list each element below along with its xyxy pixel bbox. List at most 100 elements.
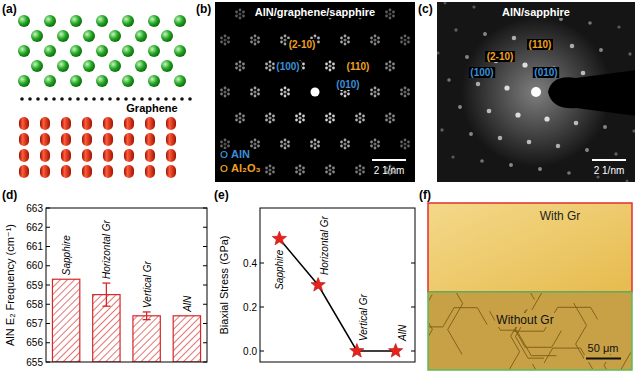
spot xyxy=(567,171,571,175)
graphene-label: Graphene xyxy=(126,102,177,114)
spot xyxy=(254,95,257,98)
spot xyxy=(257,145,260,148)
spot-label: (110) xyxy=(529,39,552,50)
scale-bar xyxy=(372,159,406,161)
n-atom xyxy=(174,45,186,57)
legend-symbol xyxy=(221,166,227,172)
spot xyxy=(329,165,332,168)
spot-label: (010) xyxy=(336,79,359,90)
spot xyxy=(250,93,253,96)
spot xyxy=(227,145,230,148)
figure: (a)(b)(c)(d)(e)(f)GrapheneAlN/graphene/s… xyxy=(0,0,637,373)
text-patch xyxy=(335,79,361,90)
spot xyxy=(272,119,275,122)
spot xyxy=(317,37,320,40)
spot xyxy=(268,64,271,67)
spot xyxy=(299,113,302,116)
spot xyxy=(287,145,290,148)
crack xyxy=(439,293,463,354)
spot xyxy=(302,167,305,170)
spot xyxy=(242,63,245,66)
spot xyxy=(385,11,388,14)
spot xyxy=(325,171,328,174)
spot xyxy=(220,89,223,92)
category-label: AlN xyxy=(182,295,193,313)
al-atom xyxy=(145,149,155,162)
y-tick xyxy=(46,285,50,286)
spot xyxy=(227,89,230,92)
spot xyxy=(400,141,403,144)
scale-bar xyxy=(592,159,626,161)
n-atom xyxy=(44,75,56,87)
spot-label: (110) xyxy=(347,61,370,72)
al-atom xyxy=(61,165,71,178)
spot xyxy=(585,148,589,152)
spot xyxy=(253,90,256,93)
plot-frame xyxy=(260,208,415,362)
spot xyxy=(504,85,509,90)
al-atom xyxy=(103,133,113,146)
spot xyxy=(302,63,305,66)
error-cap xyxy=(102,282,110,283)
spot xyxy=(254,147,257,150)
spot xyxy=(603,125,607,129)
spot xyxy=(254,35,257,38)
n-atom xyxy=(70,45,82,57)
graphene-atom xyxy=(92,97,96,101)
spot xyxy=(469,132,473,136)
spot xyxy=(235,11,238,14)
panel-b-text: AlN/graphene/sapphire(2-10)(110)(100)(01… xyxy=(217,6,406,176)
spot xyxy=(377,141,380,144)
cracks xyxy=(429,293,631,369)
spot xyxy=(235,63,238,66)
y-tick xyxy=(260,351,264,352)
spot xyxy=(512,36,516,40)
y-tick xyxy=(203,246,207,247)
graphene-atom xyxy=(28,97,32,101)
text-patch xyxy=(527,39,553,50)
spot xyxy=(224,35,227,38)
legend-label: Al₂O₃ xyxy=(231,162,261,174)
spot xyxy=(310,141,313,144)
micrograph-with-gr xyxy=(428,203,632,292)
n-atom xyxy=(148,15,160,27)
spot xyxy=(404,87,407,90)
spot xyxy=(362,167,365,170)
image-label: With Gr xyxy=(540,209,581,223)
spot xyxy=(253,38,256,41)
n-atom xyxy=(83,60,95,72)
spot xyxy=(287,89,290,92)
category-label: Vertical Gr xyxy=(142,260,153,308)
al-atom xyxy=(40,133,50,146)
y-tick xyxy=(46,246,50,247)
spot xyxy=(265,115,268,118)
graphene-atom xyxy=(60,97,64,101)
spot xyxy=(355,119,358,122)
spot xyxy=(355,115,358,118)
y-axis-title: AlN E₂ Frequency (cm⁻¹) xyxy=(4,224,16,346)
spot xyxy=(269,113,272,116)
spot xyxy=(227,41,230,44)
spot xyxy=(377,145,380,148)
background xyxy=(215,2,415,182)
spot xyxy=(373,90,376,93)
chart-0: 655656657658659660661662663AlN E₂ Freque… xyxy=(4,203,207,368)
spot xyxy=(284,87,287,90)
graphene-atom xyxy=(68,97,72,101)
spot xyxy=(332,63,335,66)
y-tick-label: 657 xyxy=(26,318,43,329)
spot xyxy=(223,90,226,93)
spot xyxy=(295,171,298,174)
graphene-atom xyxy=(36,97,40,101)
spot xyxy=(224,43,227,46)
spot xyxy=(407,145,410,148)
spot xyxy=(472,5,475,8)
scale-label: 2 1/nm xyxy=(594,165,625,176)
spot xyxy=(250,89,253,92)
crack xyxy=(518,293,536,300)
spot xyxy=(280,93,283,96)
spot xyxy=(538,167,542,171)
error-cap xyxy=(102,306,110,307)
star-marker xyxy=(388,344,402,358)
spot xyxy=(272,171,275,174)
